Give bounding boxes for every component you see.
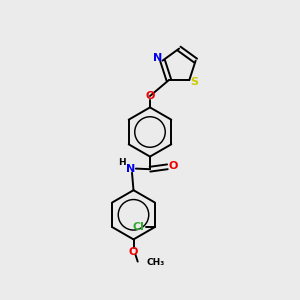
Text: O: O bbox=[129, 247, 138, 257]
Text: N: N bbox=[153, 53, 162, 63]
Text: O: O bbox=[168, 161, 178, 171]
Text: O: O bbox=[145, 91, 155, 101]
Text: N: N bbox=[126, 164, 135, 174]
Text: Cl: Cl bbox=[133, 222, 145, 232]
Text: S: S bbox=[190, 76, 198, 87]
Text: CH₃: CH₃ bbox=[147, 258, 165, 267]
Text: H: H bbox=[118, 158, 125, 167]
